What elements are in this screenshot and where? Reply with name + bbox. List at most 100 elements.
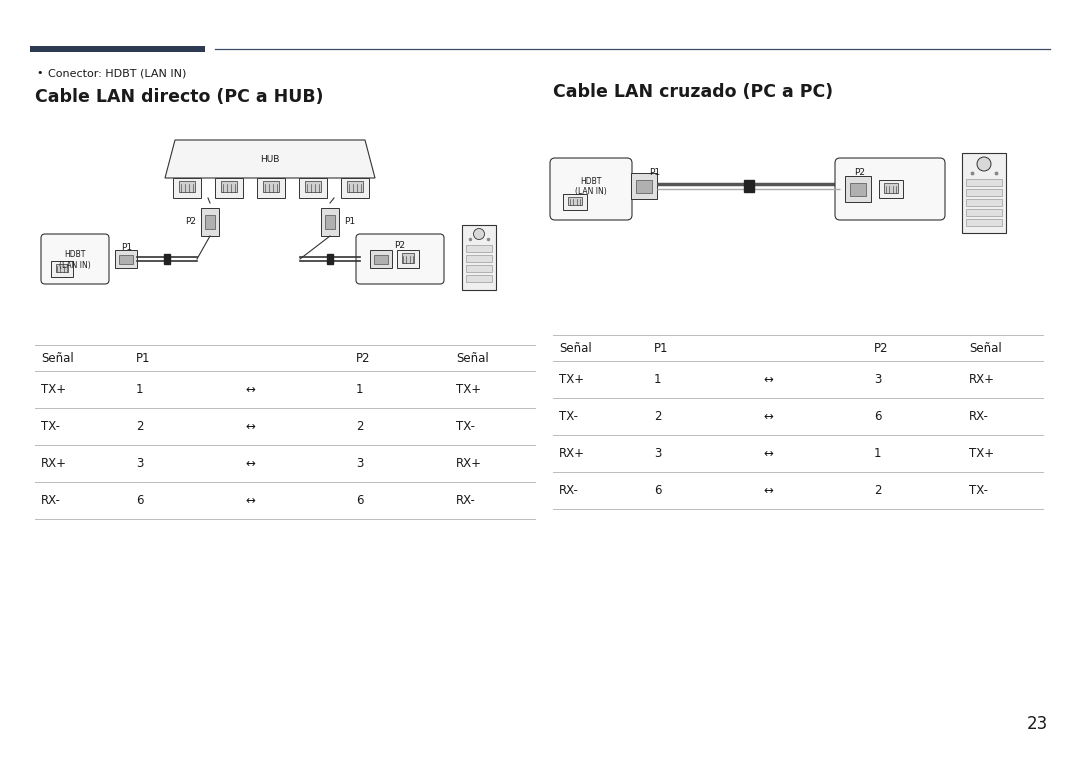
Text: Cable LAN cruzado (PC a PC): Cable LAN cruzado (PC a PC) bbox=[553, 83, 833, 101]
Bar bbox=[966, 189, 1002, 196]
Bar bbox=[397, 250, 419, 268]
Text: Cable LAN directo (PC a HUB): Cable LAN directo (PC a HUB) bbox=[35, 88, 324, 106]
Text: Conector: HDBT (LAN IN): Conector: HDBT (LAN IN) bbox=[48, 68, 187, 78]
Text: HDBT: HDBT bbox=[580, 177, 602, 185]
Bar bbox=[966, 219, 1002, 226]
Bar bbox=[114, 250, 137, 268]
Text: 3: 3 bbox=[874, 373, 881, 386]
Bar bbox=[465, 245, 492, 252]
Text: (LAN IN): (LAN IN) bbox=[576, 187, 607, 196]
Text: 2: 2 bbox=[356, 420, 364, 433]
Polygon shape bbox=[165, 140, 375, 178]
Bar bbox=[348, 181, 363, 192]
Text: P1: P1 bbox=[654, 343, 669, 356]
Text: ↔: ↔ bbox=[245, 420, 255, 433]
Text: ↔: ↔ bbox=[245, 383, 255, 396]
Text: TX+: TX+ bbox=[559, 373, 584, 386]
Text: RX+: RX+ bbox=[559, 447, 585, 460]
Text: Señal: Señal bbox=[456, 353, 489, 365]
Bar bbox=[568, 197, 582, 205]
Circle shape bbox=[473, 228, 485, 240]
Bar bbox=[966, 179, 1002, 186]
Text: P1: P1 bbox=[649, 168, 661, 177]
Text: 1: 1 bbox=[356, 383, 364, 396]
Bar bbox=[563, 195, 588, 210]
Text: 6: 6 bbox=[654, 484, 661, 497]
FancyBboxPatch shape bbox=[835, 158, 945, 220]
Bar bbox=[306, 181, 321, 192]
Text: 23: 23 bbox=[1027, 715, 1048, 733]
Text: Señal: Señal bbox=[969, 343, 1002, 356]
Bar bbox=[462, 225, 496, 290]
Text: ↔: ↔ bbox=[245, 494, 255, 507]
Text: (LAN IN): (LAN IN) bbox=[59, 261, 91, 270]
Polygon shape bbox=[743, 180, 754, 192]
Text: 3: 3 bbox=[654, 447, 661, 460]
Bar bbox=[120, 255, 133, 263]
Bar bbox=[204, 215, 215, 229]
Text: ↔: ↔ bbox=[764, 373, 773, 386]
Text: 1: 1 bbox=[136, 383, 144, 396]
Text: 6: 6 bbox=[874, 410, 881, 423]
Bar bbox=[30, 46, 205, 52]
Text: 2: 2 bbox=[136, 420, 144, 433]
Bar bbox=[885, 182, 897, 192]
Bar bbox=[370, 250, 392, 268]
Text: RX-: RX- bbox=[41, 494, 60, 507]
Text: P2: P2 bbox=[874, 343, 889, 356]
Text: P2: P2 bbox=[854, 168, 865, 177]
Text: RX-: RX- bbox=[559, 484, 579, 497]
FancyBboxPatch shape bbox=[41, 234, 109, 284]
Text: RX-: RX- bbox=[456, 494, 476, 507]
Bar bbox=[321, 208, 339, 236]
Bar bbox=[257, 178, 285, 198]
Bar bbox=[631, 173, 657, 199]
Text: 6: 6 bbox=[136, 494, 144, 507]
Text: P2: P2 bbox=[356, 353, 370, 365]
Text: 2: 2 bbox=[874, 484, 881, 497]
Bar bbox=[845, 176, 870, 202]
Bar bbox=[465, 265, 492, 272]
Text: HDBT: HDBT bbox=[65, 250, 85, 259]
Bar bbox=[51, 261, 73, 277]
Text: 6: 6 bbox=[356, 494, 364, 507]
Bar bbox=[879, 180, 903, 198]
Text: TX+: TX+ bbox=[41, 383, 66, 396]
Text: ↔: ↔ bbox=[764, 410, 773, 423]
Bar bbox=[179, 181, 194, 192]
Text: TX+: TX+ bbox=[456, 383, 481, 396]
Text: Señal: Señal bbox=[559, 343, 592, 356]
Polygon shape bbox=[327, 254, 333, 264]
Text: 3: 3 bbox=[136, 457, 144, 470]
Text: P1: P1 bbox=[121, 243, 133, 252]
Circle shape bbox=[977, 157, 991, 171]
Text: Señal: Señal bbox=[41, 353, 73, 365]
Text: RX-: RX- bbox=[969, 410, 989, 423]
Text: P1: P1 bbox=[136, 353, 150, 365]
Text: TX-: TX- bbox=[969, 484, 988, 497]
Text: TX+: TX+ bbox=[969, 447, 994, 460]
Text: HUB: HUB bbox=[260, 154, 280, 163]
Text: ↔: ↔ bbox=[245, 457, 255, 470]
Text: P2: P2 bbox=[185, 217, 195, 227]
Bar bbox=[465, 255, 492, 262]
Bar bbox=[850, 182, 866, 195]
Text: ↔: ↔ bbox=[764, 484, 773, 497]
Bar bbox=[173, 178, 201, 198]
Bar bbox=[299, 178, 327, 198]
Bar bbox=[465, 275, 492, 282]
FancyBboxPatch shape bbox=[550, 158, 632, 220]
Bar bbox=[264, 181, 279, 192]
Text: •: • bbox=[36, 68, 42, 78]
Text: RX+: RX+ bbox=[969, 373, 995, 386]
Bar bbox=[966, 199, 1002, 206]
Bar bbox=[636, 180, 652, 193]
Text: TX-: TX- bbox=[559, 410, 578, 423]
Bar bbox=[341, 178, 369, 198]
Bar bbox=[962, 153, 1005, 233]
FancyBboxPatch shape bbox=[356, 234, 444, 284]
Text: TX-: TX- bbox=[456, 420, 475, 433]
Bar bbox=[966, 209, 1002, 216]
Text: RX+: RX+ bbox=[456, 457, 482, 470]
Text: P2: P2 bbox=[394, 241, 405, 250]
